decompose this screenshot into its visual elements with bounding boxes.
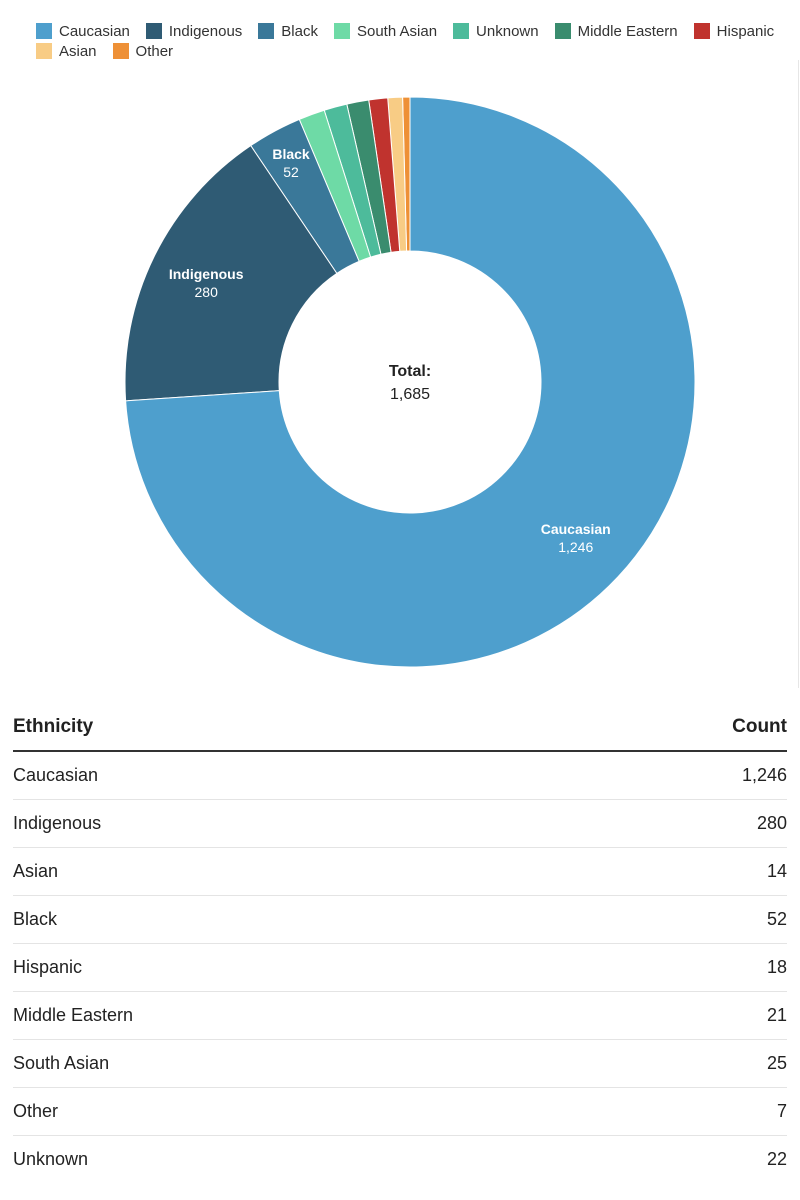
legend-label: Asian <box>59 42 97 60</box>
legend-swatch <box>554 23 571 39</box>
cell-count: 18 <box>544 943 787 992</box>
slice-label-caucasian: Caucasian <box>541 521 611 537</box>
legend-label: Unknown <box>476 22 539 40</box>
legend-row-1: Caucasian Indigenous Black South Asian Unkno… <box>36 21 796 41</box>
table-row: Hispanic 18 <box>13 943 787 992</box>
cell-count: 1,246 <box>544 751 787 800</box>
chart-legend: Caucasian Indigenous Black South Asian Unkno… <box>36 21 796 61</box>
legend-swatch <box>258 23 275 39</box>
donut-chart: Black 52 Indigenous 280 Caucasian 1,246 Total… <box>124 96 696 668</box>
legend-label: Hispanic <box>716 22 775 40</box>
cell-count: 7 <box>544 1087 787 1136</box>
legend-swatch <box>693 23 710 39</box>
table-row: Middle Eastern 21 <box>13 991 787 1040</box>
table-body: Caucasian 1,246 Indigenous 280 Asian 14 Black 5… <box>13 751 787 1183</box>
slice-label-black: Black <box>272 146 310 162</box>
table-row: South Asian 25 <box>13 1039 787 1088</box>
legend-swatch <box>333 23 350 39</box>
chart-frame-edge <box>798 60 799 688</box>
donut-slice-labels: Black 52 Indigenous 280 Caucasian 1,246 <box>169 146 611 555</box>
table-header-row: Ethnicity Count <box>13 704 787 752</box>
slice-value-caucasian: 1,246 <box>558 539 593 555</box>
table-row: Black 52 <box>13 895 787 944</box>
cell-ethnicity: Other <box>13 1087 545 1136</box>
slice-value-black: 52 <box>283 164 299 180</box>
legend-label: South Asian <box>356 22 438 40</box>
table-row: Indigenous 280 <box>13 799 787 848</box>
table-row: Asian 14 <box>13 847 787 896</box>
legend-label: Other <box>135 42 174 60</box>
table-row: Caucasian 1,246 <box>13 751 787 800</box>
cell-ethnicity: South Asian <box>13 1039 545 1088</box>
cell-ethnicity: Caucasian <box>13 751 545 800</box>
legend-swatch <box>112 43 129 59</box>
legend-swatch <box>36 23 52 39</box>
slice-indigenous[interactable] <box>124 144 338 402</box>
donut-slices <box>124 96 696 668</box>
cell-count: 52 <box>544 895 787 944</box>
slice-value-indigenous: 280 <box>195 284 219 300</box>
cell-ethnicity: Hispanic <box>13 943 545 992</box>
table-row: Other 7 <box>13 1087 787 1136</box>
cell-count: 14 <box>544 847 787 896</box>
cell-ethnicity: Middle Eastern <box>13 991 545 1040</box>
cell-ethnicity: Black <box>13 895 545 944</box>
legend-swatch <box>453 23 470 39</box>
column-header-ethnicity: Ethnicity <box>13 704 545 752</box>
cell-count: 25 <box>544 1039 787 1088</box>
center-total-title: Total: <box>389 363 431 380</box>
legend-label: Caucasian <box>59 22 130 40</box>
legend-label: Black <box>281 22 318 40</box>
cell-ethnicity: Indigenous <box>13 799 545 848</box>
slice-label-indigenous: Indigenous <box>169 266 244 282</box>
cell-count: 280 <box>544 799 787 848</box>
legend-item-asian[interactable]: Asian <box>36 43 97 60</box>
legend-row-2: Asian Other <box>36 41 796 61</box>
legend-item-other[interactable]: Other <box>112 42 174 60</box>
cell-count: 21 <box>544 991 787 1040</box>
legend-swatch <box>145 23 162 39</box>
center-total-value: 1,685 <box>390 386 430 403</box>
legend-label: Middle Eastern <box>577 22 678 40</box>
table-row: Unknown 22 <box>13 1136 787 1184</box>
legend-swatch <box>36 43 52 59</box>
legend-item-south-asian[interactable]: South Asian <box>333 22 438 40</box>
cell-count: 22 <box>766 1149 787 1169</box>
legend-item-hispanic[interactable]: Hispanic <box>693 22 775 40</box>
legend-item-indigenous[interactable]: Indigenous <box>145 22 243 40</box>
legend-item-middle-eastern[interactable]: Middle Eastern <box>554 22 678 40</box>
column-header-count: Count <box>544 704 787 752</box>
cell-ethnicity: Asian <box>13 847 545 896</box>
ethnicity-table: Ethnicity Count Caucasian 1,246 Indigenous… <box>13 704 787 1183</box>
legend-item-black[interactable]: Black <box>258 23 318 40</box>
legend-item-caucasian[interactable]: Caucasian <box>36 23 130 40</box>
cell-ethnicity: Unknown <box>13 1149 89 1169</box>
slice-caucasian[interactable] <box>125 96 696 668</box>
legend-label: Indigenous <box>168 22 243 40</box>
legend-item-unknown[interactable]: Unknown <box>453 23 539 40</box>
